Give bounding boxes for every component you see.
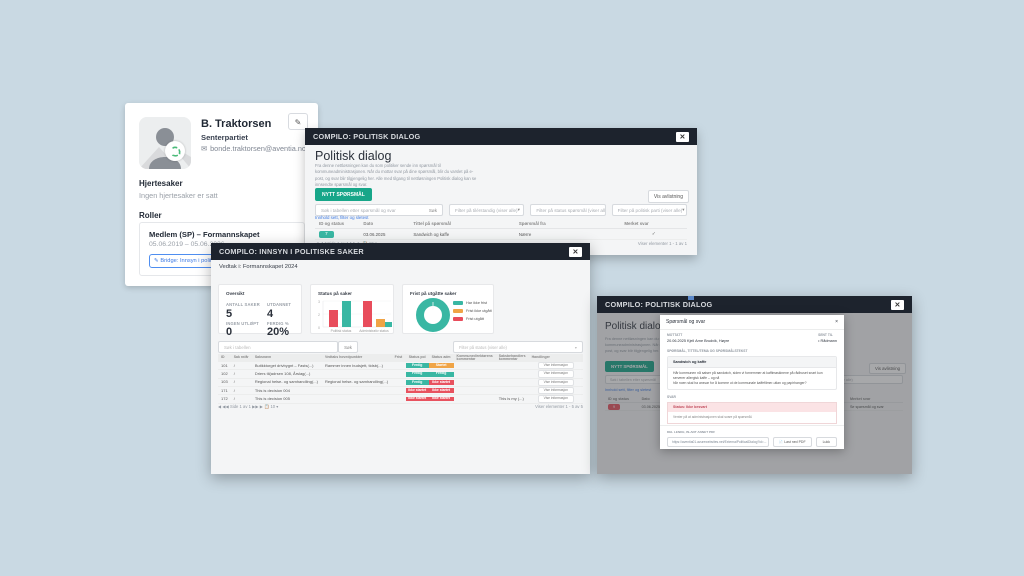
svg-text:3: 3	[318, 300, 320, 304]
svg-text:Administrativ status: Administrativ status	[359, 329, 389, 333]
svg-text:0: 0	[318, 326, 320, 330]
svg-text:Politisk status: Politisk status	[331, 329, 352, 333]
svg-text:2: 2	[318, 313, 320, 317]
